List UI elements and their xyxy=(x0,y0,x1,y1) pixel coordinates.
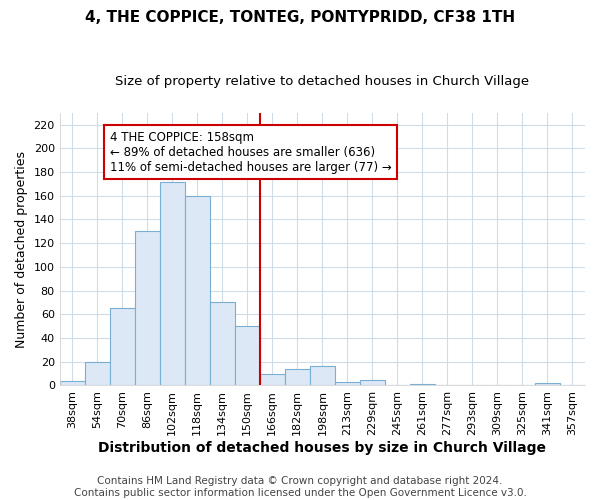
Bar xyxy=(360,380,385,386)
Bar xyxy=(59,380,85,386)
Text: Contains HM Land Registry data © Crown copyright and database right 2024.
Contai: Contains HM Land Registry data © Crown c… xyxy=(74,476,526,498)
Bar xyxy=(85,362,110,386)
Bar xyxy=(260,374,285,386)
Bar xyxy=(535,383,560,386)
Bar xyxy=(310,366,335,386)
Text: 4 THE COPPICE: 158sqm
← 89% of detached houses are smaller (636)
11% of semi-det: 4 THE COPPICE: 158sqm ← 89% of detached … xyxy=(110,130,391,174)
Bar xyxy=(160,182,185,386)
Bar xyxy=(410,384,435,386)
Text: 4, THE COPPICE, TONTEG, PONTYPRIDD, CF38 1TH: 4, THE COPPICE, TONTEG, PONTYPRIDD, CF38… xyxy=(85,10,515,25)
Bar xyxy=(185,196,210,386)
Y-axis label: Number of detached properties: Number of detached properties xyxy=(15,150,28,348)
Bar xyxy=(285,369,310,386)
Title: Size of property relative to detached houses in Church Village: Size of property relative to detached ho… xyxy=(115,75,529,88)
X-axis label: Distribution of detached houses by size in Church Village: Distribution of detached houses by size … xyxy=(98,441,547,455)
Bar xyxy=(335,382,360,386)
Bar xyxy=(135,232,160,386)
Bar xyxy=(210,302,235,386)
Bar xyxy=(110,308,135,386)
Bar xyxy=(235,326,260,386)
